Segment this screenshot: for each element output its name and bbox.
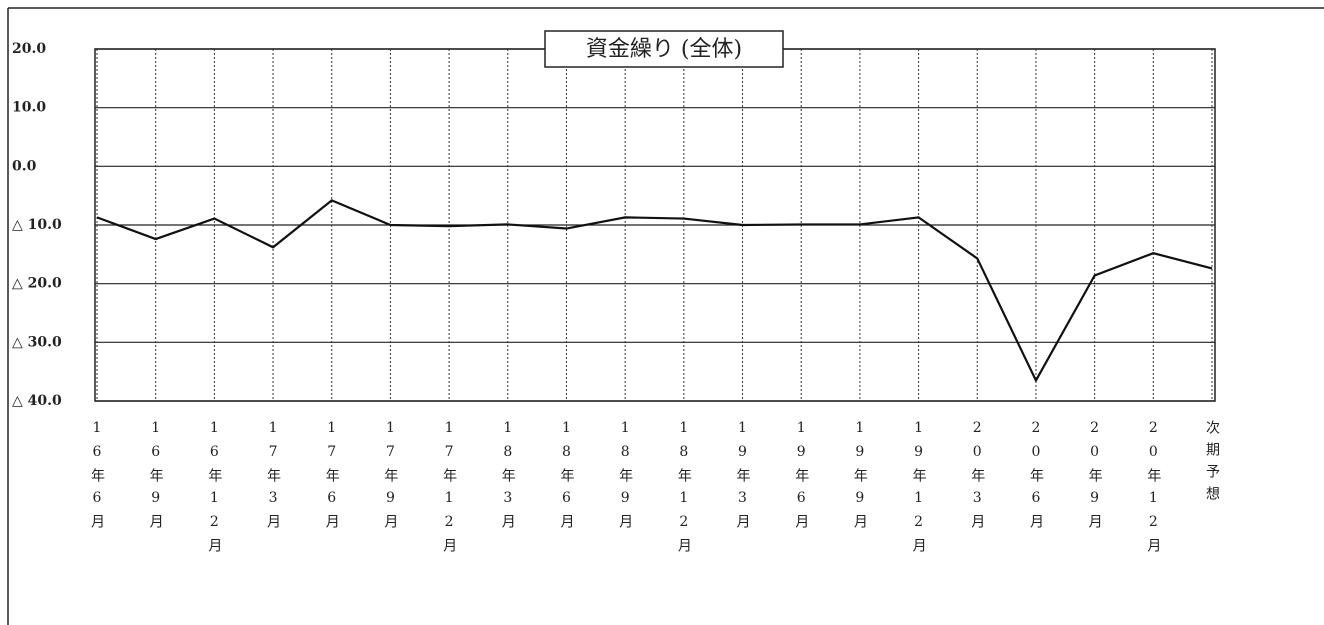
x-tick-label: 20年12月 — [1145, 420, 1161, 560]
x-tick-label: 17年6月 — [324, 420, 340, 536]
x-tick-label: 18年6月 — [558, 420, 574, 536]
x-tick-label: 17年3月 — [265, 420, 281, 536]
y-tick-label: △ 20.0 — [12, 276, 62, 292]
x-tick-label: 17年12月 — [441, 420, 457, 560]
x-tick-label: 19年3月 — [735, 420, 751, 536]
x-tick-label: 18年3月 — [500, 420, 516, 536]
line — [96, 199, 1213, 383]
chart-title: 資金繰り (全体) — [586, 37, 742, 62]
x-tick-label: 17年9月 — [382, 420, 398, 536]
x-tick-label: 18年9月 — [617, 420, 633, 536]
x-tick-label: 18年12月 — [676, 420, 692, 560]
x-tick-label: 16年12月 — [206, 420, 222, 560]
x-tick-label: 20年6月 — [1028, 420, 1044, 536]
x-tick-label: 19年12月 — [911, 420, 927, 560]
x-tick-label: 16年6月 — [89, 420, 105, 536]
x-tick-label: 次期予想 — [1204, 420, 1220, 508]
y-tick-label: △ 30.0 — [12, 334, 62, 350]
grid — [95, 48, 1215, 402]
x-tick-label: 20年3月 — [969, 420, 985, 536]
y-tick-label: 10.0 — [12, 100, 46, 116]
x-tick-label: 20年9月 — [1087, 420, 1103, 536]
x-tick-label: 16年9月 — [148, 420, 164, 536]
x-tick-label: 19年6月 — [793, 420, 809, 536]
y-tick-label: 0.0 — [12, 158, 37, 174]
y-tick-label: △ 40.0 — [12, 393, 62, 409]
y-tick-label: △ 10.0 — [12, 217, 62, 233]
x-tick-label: 19年9月 — [852, 420, 868, 536]
y-tick-label: 20.0 — [12, 41, 46, 57]
title-box — [544, 30, 784, 68]
